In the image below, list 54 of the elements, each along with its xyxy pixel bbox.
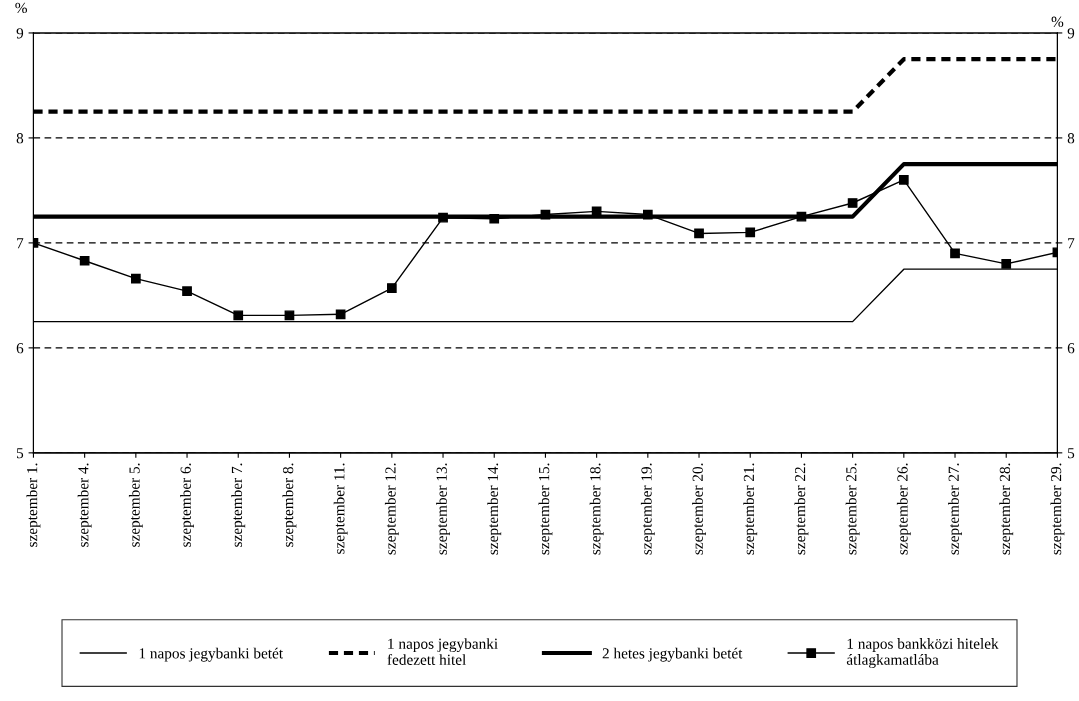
legend-label: 1 napos bankközi hitelek átlagkamatlába [846, 638, 999, 669]
x-tick-label: szeptember 1. [26, 463, 41, 547]
point [745, 227, 756, 238]
y2-tick-label: 9 [1067, 28, 1075, 39]
x-tick-label: szeptember 26. [896, 463, 911, 555]
y2-axis-title: % [1051, 16, 1064, 27]
point [489, 213, 500, 224]
y2-tick-label: 6 [1067, 343, 1075, 354]
x-tick-label: szeptember 27. [948, 463, 962, 555]
point [694, 228, 704, 239]
point [847, 198, 858, 208]
x-tick-label: szeptember 21. [743, 463, 758, 555]
point [386, 283, 397, 293]
y2-tick-label: 8 [1067, 133, 1075, 144]
point [79, 255, 90, 266]
y2-tick-label: 5 [1068, 448, 1075, 459]
point [796, 211, 807, 222]
y-tick-label: 8 [16, 133, 24, 144]
x-tick-label: szeptember 20. [692, 463, 706, 555]
legend-label: 2 hetes jegybanki betét [602, 647, 743, 662]
x-tick-label: szeptember 6. [180, 463, 194, 547]
x-tick-label: szeptember 14. [487, 463, 502, 555]
x-tick-label: szeptember 28. [999, 463, 1014, 555]
x-tick-label: szeptember 15. [538, 463, 553, 555]
x-tick-label: szeptember 18. [589, 463, 604, 555]
point [233, 310, 244, 321]
point [335, 309, 346, 320]
point [642, 209, 653, 220]
x-tick-label: szeptember 8. [282, 463, 297, 547]
y-tick-label: 6 [16, 343, 24, 354]
x-tick-label: szeptember 7. [231, 463, 246, 547]
point [1001, 259, 1012, 269]
point [898, 175, 909, 185]
y-tick-label: 5 [16, 448, 24, 459]
y-axis-title: % [15, 2, 27, 14]
x-tick-label: szeptember 22. [794, 463, 809, 555]
y2-tick-label: 7 [1068, 238, 1075, 249]
point [438, 212, 448, 223]
point [182, 286, 192, 297]
x-tick-label: szeptember 19. [640, 463, 655, 555]
x-tick-label: szeptember 25. [845, 463, 860, 555]
x-tick-label: szeptember 29. [1050, 463, 1065, 555]
y-tick-label: 9 [16, 28, 24, 39]
x-tick-label: szeptember 5. [128, 463, 143, 547]
x-tick-label: szeptember 4. [77, 463, 92, 547]
point [950, 248, 960, 259]
point [130, 273, 141, 284]
point [284, 310, 295, 321]
x-tick-label: szeptember 11. [333, 463, 348, 554]
y-tick-label: 7 [17, 238, 24, 249]
x-tick-label: szeptember 12. [384, 463, 399, 555]
legend-label: 1 napos jegybanki betét [139, 647, 283, 662]
legend-label: 1 napos jegybanki fedezett hitel [387, 638, 498, 665]
x-tick-label: szeptember 13. [436, 463, 450, 555]
